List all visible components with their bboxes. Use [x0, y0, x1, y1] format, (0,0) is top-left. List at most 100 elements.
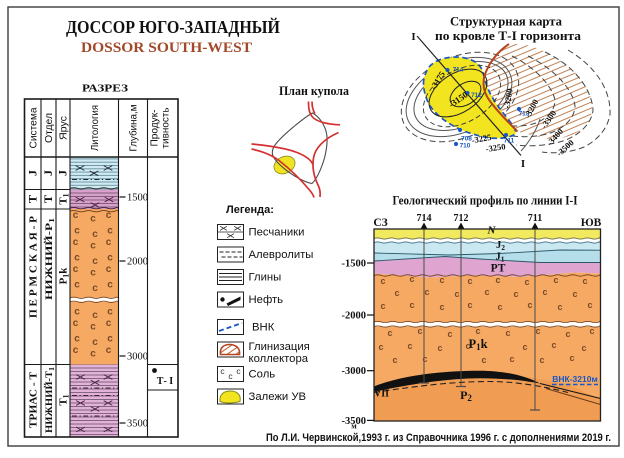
- svg-text:Т- I: Т- I: [157, 376, 174, 387]
- svg-text:с: с: [73, 318, 79, 329]
- svg-text:План купола: План купола: [279, 84, 350, 98]
- svg-text:N: N: [487, 225, 497, 237]
- svg-text:Р1k: Р1k: [468, 337, 487, 352]
- svg-text:-3250: -3250: [485, 141, 506, 154]
- svg-text:Система: Система: [29, 107, 40, 148]
- svg-text:с: с: [380, 301, 385, 311]
- svg-text:По Л.И. Червинской,1993 г. из: По Л.И. Червинской,1993 г. из Справочник…: [266, 432, 611, 444]
- svg-text:с: с: [582, 276, 587, 286]
- svg-text:Р1k: Р1k: [58, 267, 71, 285]
- svg-text:с: с: [539, 355, 544, 365]
- svg-text:с: с: [92, 337, 98, 348]
- svg-text:714: 714: [417, 213, 432, 224]
- svg-text:714: 714: [453, 67, 464, 74]
- svg-text:с: с: [513, 289, 518, 299]
- svg-text:с: с: [220, 366, 225, 376]
- svg-text:с: с: [107, 334, 113, 345]
- svg-text:с: с: [437, 343, 442, 353]
- svg-text:с: с: [107, 280, 113, 291]
- svg-text:с: с: [467, 300, 472, 310]
- svg-text:710: 710: [460, 143, 471, 150]
- svg-text:ВНК: ВНК: [252, 322, 275, 334]
- svg-text:с: с: [90, 268, 96, 279]
- svg-text:с: с: [387, 328, 392, 338]
- svg-text:-2000: -2000: [342, 311, 367, 322]
- svg-text:J1: J1: [496, 252, 505, 264]
- svg-text:2000: 2000: [127, 257, 148, 268]
- svg-text:Т1: Т1: [58, 193, 71, 204]
- svg-text:-3500: -3500: [342, 416, 367, 427]
- svg-text:с: с: [439, 275, 444, 285]
- svg-text:с: с: [505, 328, 510, 338]
- svg-text:с: с: [73, 210, 79, 221]
- svg-text:с: с: [587, 300, 592, 310]
- svg-text:по кровле Т-I горизонта: по кровле Т-I горизонта: [435, 28, 582, 43]
- svg-text:Соль: Соль: [249, 369, 276, 381]
- svg-text:с: с: [380, 276, 385, 286]
- svg-text:с: с: [497, 302, 502, 312]
- svg-text:708: 708: [461, 136, 472, 143]
- svg-text:НИЖНИЙ-Т1: НИЖНИЙ-Т1: [43, 366, 56, 433]
- svg-text:с: с: [90, 241, 96, 252]
- svg-text:-3200: -3200: [501, 88, 514, 109]
- svg-text:с: с: [589, 326, 594, 336]
- svg-text:Т: Т: [26, 195, 40, 203]
- svg-text:с: с: [467, 276, 472, 286]
- svg-text:-3225: -3225: [471, 132, 492, 145]
- svg-text:Нефть: Нефть: [249, 294, 284, 306]
- svg-text:с: с: [228, 371, 233, 381]
- svg-text:DOSSOR SOUTH-WEST: DOSSOR SOUTH-WEST: [81, 40, 252, 56]
- svg-text:с: с: [236, 366, 241, 376]
- svg-text:ТРИАС - Т: ТРИАС - Т: [29, 372, 40, 428]
- svg-text:с: с: [565, 329, 570, 339]
- svg-text:с: с: [73, 345, 79, 356]
- svg-text:с: с: [581, 343, 586, 353]
- svg-text:I: I: [521, 158, 525, 170]
- svg-text:с: с: [424, 287, 429, 297]
- svg-text:РТ: РТ: [491, 263, 506, 275]
- svg-text:с: с: [106, 210, 112, 221]
- svg-text:Залежи УВ: Залежи УВ: [249, 391, 307, 403]
- svg-text:с: с: [107, 253, 113, 264]
- svg-text:с: с: [439, 302, 444, 312]
- svg-text:с: с: [522, 342, 527, 352]
- svg-text:с: с: [92, 256, 98, 267]
- svg-text:с: с: [74, 334, 80, 345]
- svg-text:J: J: [26, 170, 40, 176]
- svg-text:с: с: [409, 300, 414, 310]
- svg-text:712: 712: [454, 213, 469, 224]
- svg-text:Глубина,м: Глубина,м: [128, 104, 140, 151]
- svg-text:с: с: [90, 214, 96, 225]
- svg-text:713: 713: [519, 111, 530, 118]
- svg-text:-1500: -1500: [342, 259, 367, 270]
- svg-text:с: с: [74, 307, 80, 318]
- svg-text:Песчаники: Песчаники: [249, 227, 305, 239]
- svg-text:с: с: [409, 274, 414, 284]
- svg-text:с: с: [422, 354, 427, 364]
- svg-text:коллектора: коллектора: [249, 353, 309, 365]
- svg-text:с: с: [392, 355, 397, 365]
- svg-text:с: с: [73, 237, 79, 248]
- svg-text:Глины: Глины: [249, 272, 282, 284]
- svg-text:ЮВ: ЮВ: [581, 217, 602, 229]
- svg-text:711: 711: [504, 138, 515, 145]
- svg-text:Алевролиты: Алевролиты: [249, 249, 314, 261]
- svg-text:с: с: [454, 289, 459, 299]
- svg-text:с: с: [553, 275, 558, 285]
- svg-text:с: с: [74, 253, 80, 264]
- svg-text:712: 712: [471, 92, 482, 99]
- svg-text:J2: J2: [496, 240, 505, 252]
- svg-text:Т: Т: [41, 195, 55, 203]
- svg-text:с: с: [92, 310, 98, 321]
- svg-text:-3000: -3000: [342, 366, 367, 377]
- svg-text:с: с: [107, 307, 113, 318]
- svg-text:с: с: [551, 340, 556, 350]
- svg-text:с: с: [106, 345, 112, 356]
- svg-text:3000: 3000: [127, 352, 148, 363]
- svg-text:с: с: [92, 283, 98, 294]
- svg-text:с: с: [106, 264, 112, 275]
- svg-text:Отдел: Отдел: [44, 113, 55, 143]
- svg-text:с: с: [542, 287, 547, 297]
- svg-text:Продук-: Продук-: [150, 110, 161, 147]
- svg-text:П Е Р М С К А Я - Р: П Е Р М С К А Я - Р: [28, 216, 40, 318]
